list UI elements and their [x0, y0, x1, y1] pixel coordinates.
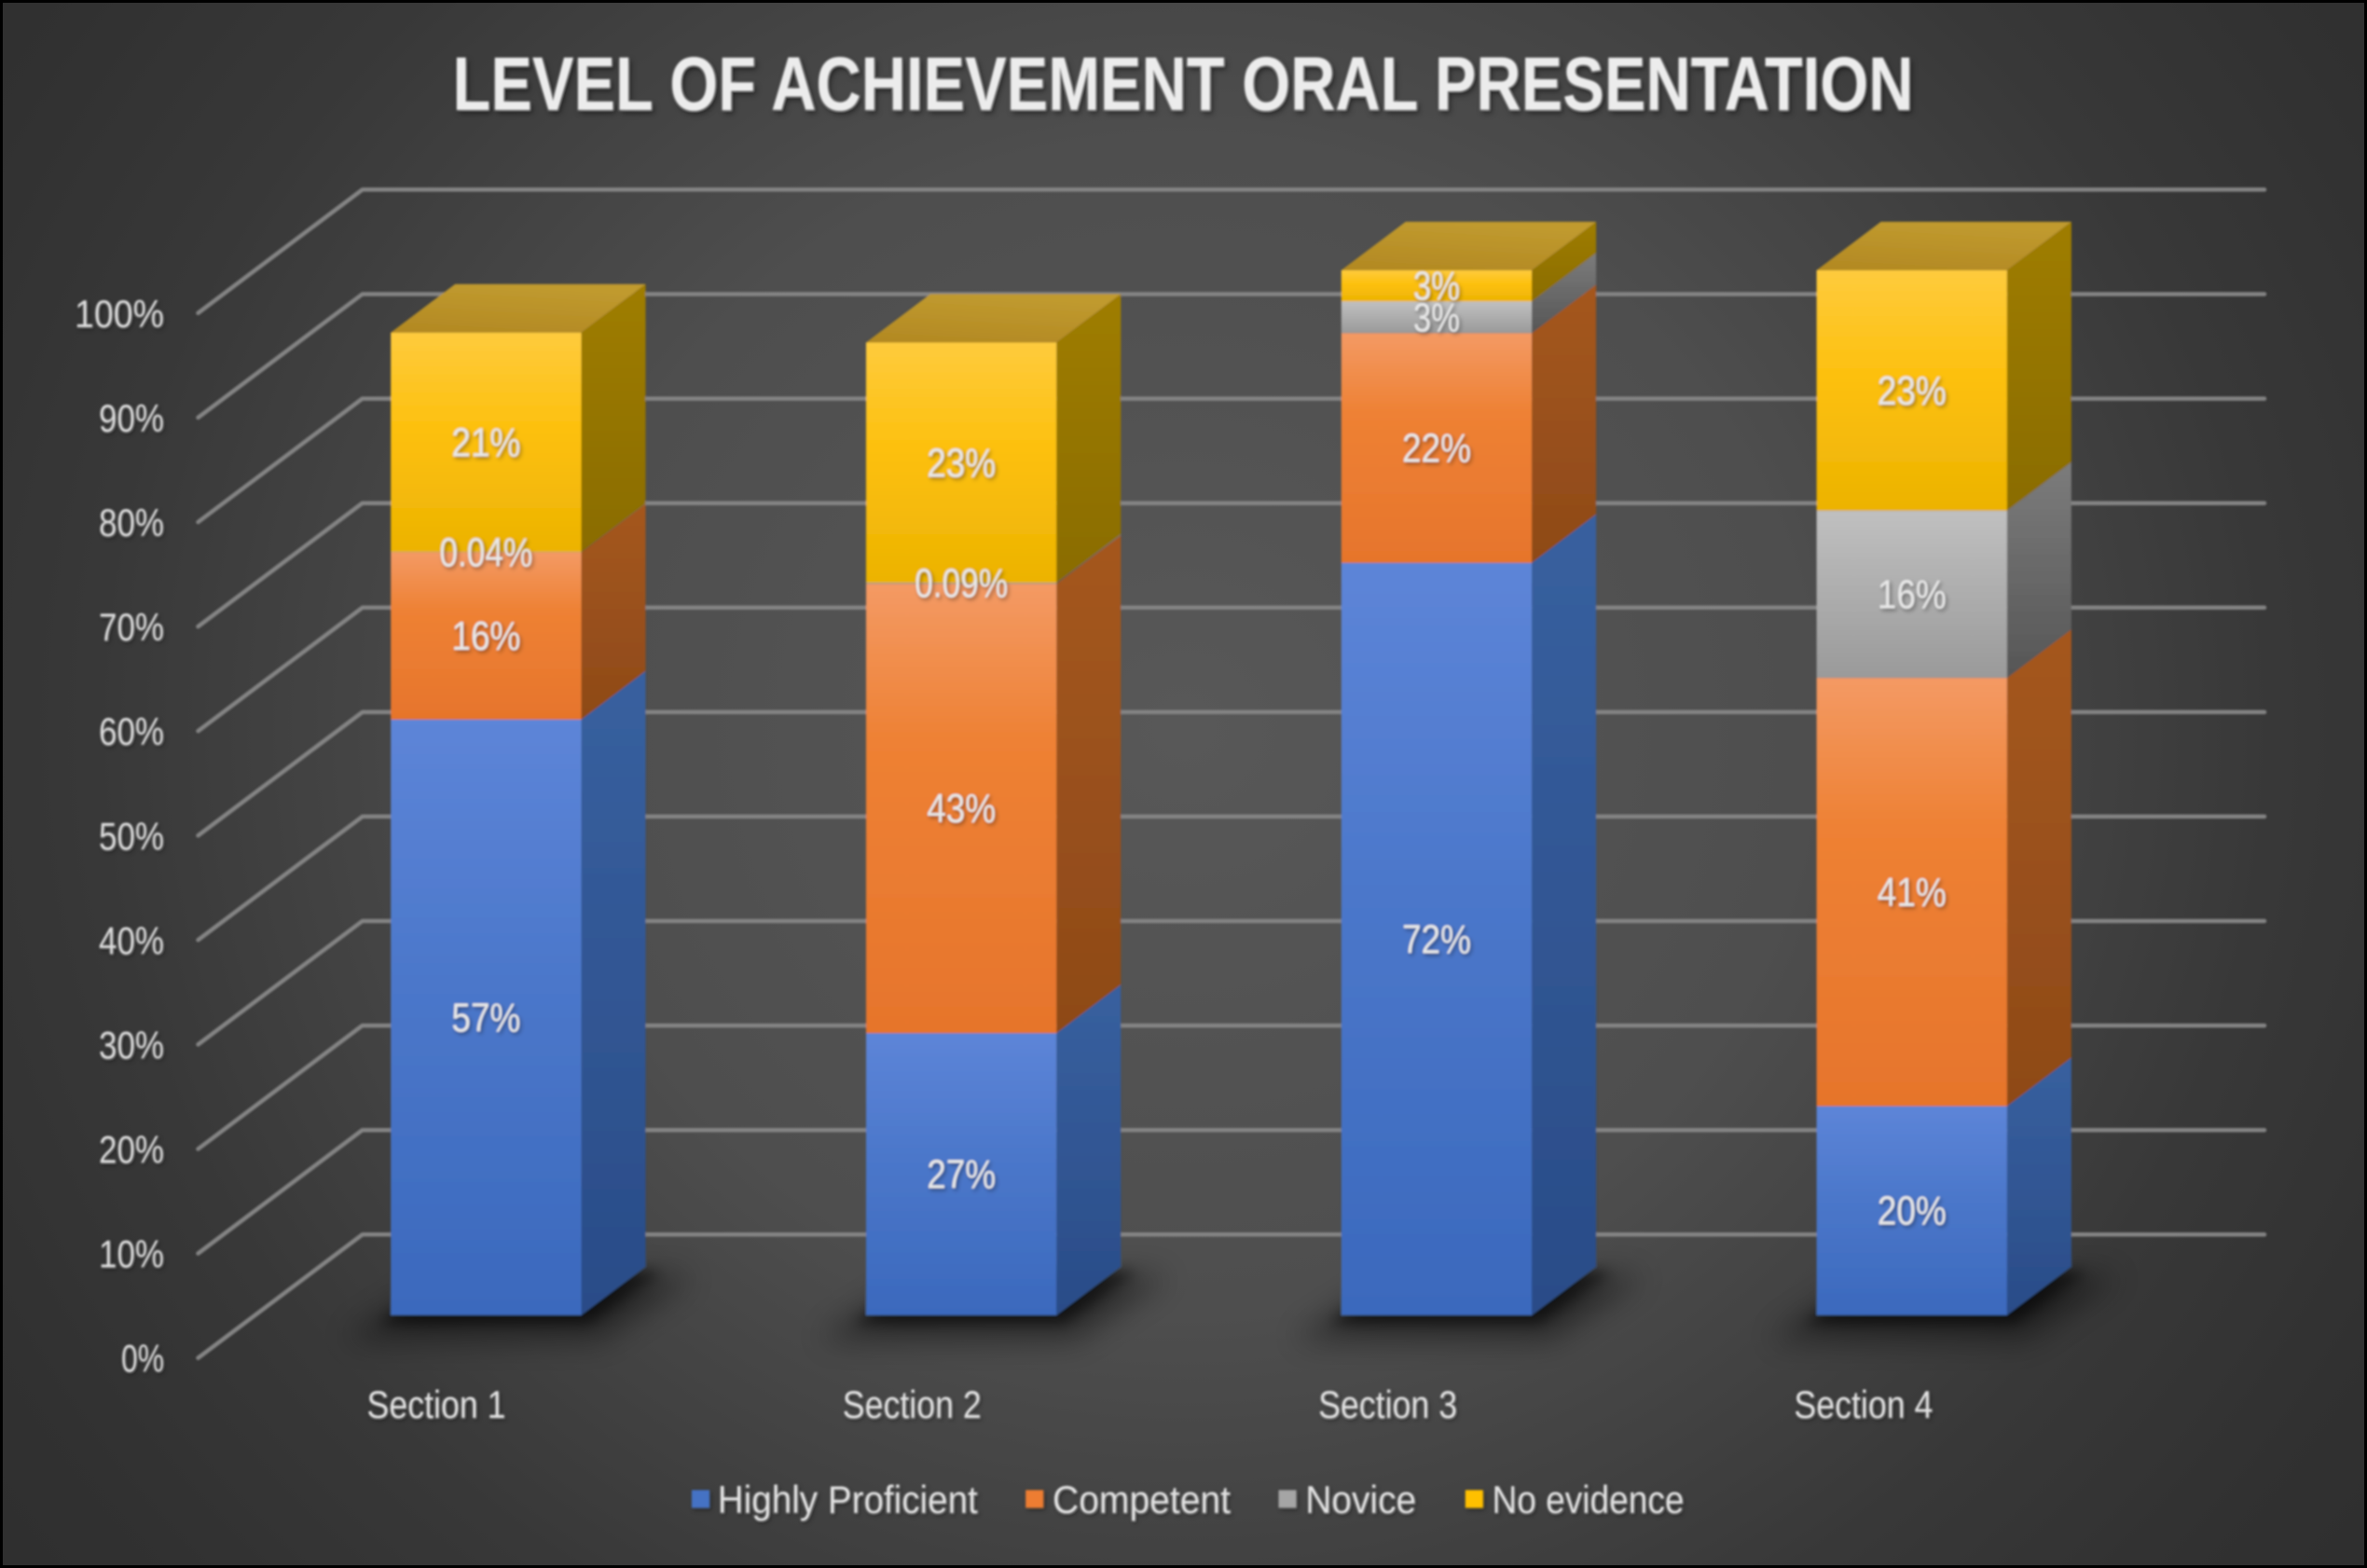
svg-text:23%: 23%: [1878, 368, 1947, 414]
svg-text:90%: 90%: [99, 396, 164, 440]
svg-text:72%: 72%: [1402, 916, 1471, 962]
svg-text:43%: 43%: [927, 786, 996, 832]
svg-text:20%: 20%: [1878, 1189, 1947, 1234]
svg-text:3%: 3%: [1413, 264, 1460, 309]
svg-text:0%: 0%: [121, 1337, 164, 1381]
svg-text:0.04%: 0.04%: [439, 530, 532, 575]
svg-text:LEVEL OF ACHIEVEMENT ORAL PRES: LEVEL OF ACHIEVEMENT ORAL PRESENTATION: [453, 42, 1914, 127]
svg-text:16%: 16%: [1878, 571, 1947, 617]
svg-text:0.09%: 0.09%: [915, 561, 1008, 607]
svg-text:Section 1: Section 1: [367, 1382, 506, 1426]
svg-text:23%: 23%: [927, 440, 996, 486]
svg-text:Section 3: Section 3: [1318, 1382, 1457, 1426]
svg-text:40%: 40%: [99, 918, 164, 962]
svg-text:21%: 21%: [451, 420, 520, 465]
svg-text:3%: 3%: [1413, 295, 1460, 340]
svg-text:70%: 70%: [99, 605, 164, 649]
svg-text:57%: 57%: [451, 995, 520, 1040]
svg-text:No evidence: No evidence: [1493, 1478, 1685, 1521]
svg-text:80%: 80%: [99, 501, 164, 544]
svg-text:20%: 20%: [99, 1128, 164, 1172]
svg-text:Section 4: Section 4: [1794, 1382, 1933, 1426]
svg-text:Novice: Novice: [1305, 1478, 1416, 1521]
svg-text:22%: 22%: [1402, 426, 1471, 472]
svg-text:30%: 30%: [99, 1023, 164, 1066]
svg-text:41%: 41%: [1878, 870, 1947, 915]
svg-text:60%: 60%: [99, 709, 164, 753]
svg-text:100%: 100%: [75, 292, 164, 336]
svg-text:16%: 16%: [451, 613, 520, 659]
svg-text:27%: 27%: [927, 1152, 996, 1198]
svg-text:10%: 10%: [99, 1232, 164, 1276]
svg-text:Section 2: Section 2: [843, 1382, 982, 1426]
svg-text:Highly Proficient: Highly Proficient: [718, 1478, 978, 1521]
svg-text:50%: 50%: [99, 814, 164, 858]
svg-text:Competent: Competent: [1053, 1478, 1231, 1521]
